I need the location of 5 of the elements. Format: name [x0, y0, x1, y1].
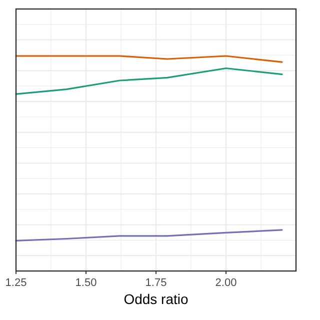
x-tick-label: 1.50: [75, 277, 97, 289]
x-tick-label: 1.25: [5, 277, 27, 289]
x-tick-label: 2.00: [215, 277, 237, 289]
x-tick-label: 1.75: [145, 277, 167, 289]
x-axis-title: Odds ratio: [124, 291, 189, 307]
